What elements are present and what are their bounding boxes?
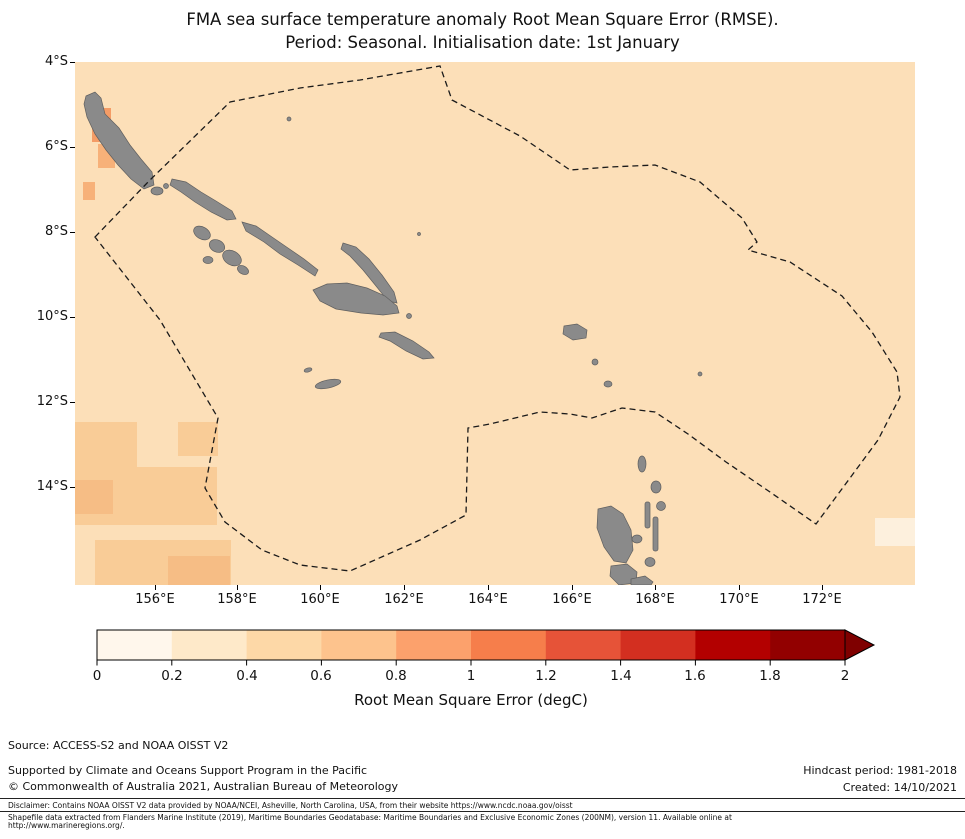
island-choiseul bbox=[169, 178, 237, 221]
divider-line bbox=[0, 811, 965, 812]
island-new-georgia bbox=[202, 256, 214, 264]
rmse-patch bbox=[83, 182, 95, 200]
island-utupua bbox=[591, 358, 599, 366]
island-torres bbox=[637, 455, 647, 473]
island-sikaiana bbox=[417, 232, 421, 236]
divider-line bbox=[0, 798, 965, 799]
axis-tick bbox=[655, 585, 656, 590]
map-panel bbox=[75, 62, 915, 586]
lon-tick-label: 160°E bbox=[300, 592, 340, 607]
colorbar-tick-label: 1 bbox=[466, 668, 476, 684]
lon-tick-label: 162°E bbox=[384, 592, 424, 607]
island-new-georgia bbox=[208, 239, 226, 253]
axis-tick bbox=[404, 585, 405, 590]
title-line-2: Period: Seasonal. Initialisation date: 1… bbox=[285, 33, 680, 52]
colorbar bbox=[96, 629, 876, 666]
source-text: Source: ACCESS-S2 and NOAA OISST V2 bbox=[8, 739, 229, 752]
colorbar-extend-arrow bbox=[844, 629, 876, 661]
colorbar-tick-label: 0.8 bbox=[385, 668, 407, 684]
island-pentecost bbox=[652, 516, 659, 552]
created-date-text: Created: 14/10/2021 bbox=[842, 781, 957, 794]
island-maewo bbox=[644, 501, 651, 529]
island-vanikoro bbox=[603, 380, 613, 388]
map-canvas bbox=[75, 62, 915, 586]
axis-tick bbox=[70, 487, 75, 488]
colorbar-tick-label: 1.2 bbox=[535, 668, 557, 684]
island-banks bbox=[656, 501, 666, 511]
axis-tick bbox=[155, 585, 156, 590]
island-ambrym bbox=[644, 557, 656, 567]
lon-tick-label: 164°E bbox=[468, 592, 508, 607]
lon-tick-label: 166°E bbox=[552, 592, 592, 607]
axis-tick bbox=[822, 585, 823, 590]
lat-tick-label: 14°S bbox=[36, 479, 68, 494]
colorbar-axis-label: Root Mean Square Error (degC) bbox=[354, 691, 588, 709]
colorbar-tick-label: 1.4 bbox=[610, 668, 632, 684]
colorbar-tick-label: 1.6 bbox=[684, 668, 706, 684]
rmse-patch bbox=[168, 556, 230, 585]
island-ulawa bbox=[406, 313, 412, 319]
island-ambae bbox=[631, 534, 643, 544]
supported-text: Supported by Climate and Oceans Support … bbox=[8, 764, 368, 777]
lon-tick-label: 158°E bbox=[217, 592, 257, 607]
colorbar-tick-label: 2 bbox=[840, 668, 850, 684]
island-new-georgia bbox=[193, 225, 211, 241]
colorbar-tick-label: 0 bbox=[92, 668, 102, 684]
island-tikopia bbox=[697, 371, 703, 377]
disclaimer-line-2: Shapefile data extracted from Flanders M… bbox=[8, 813, 732, 822]
island-guadalcanal bbox=[312, 282, 400, 316]
islands-layer bbox=[83, 91, 703, 586]
lon-tick-label: 168°E bbox=[635, 592, 675, 607]
island-new-georgia bbox=[222, 249, 242, 267]
rmse-patch bbox=[75, 422, 137, 472]
rmse-patch bbox=[178, 422, 218, 456]
axis-tick bbox=[70, 62, 75, 63]
colorbar-tick-label: 0.2 bbox=[161, 668, 183, 684]
colorbar-segments bbox=[97, 630, 846, 660]
lat-tick-label: 12°S bbox=[36, 394, 68, 409]
rmse-patch bbox=[75, 480, 113, 514]
axis-tick bbox=[70, 232, 75, 233]
copyright-text: © Commonwealth of Australia 2021, Austra… bbox=[8, 780, 398, 793]
lon-tick-label: 172°E bbox=[802, 592, 842, 607]
colorbar-tick-label: 1.8 bbox=[759, 668, 781, 684]
disclaimer-line-3: http://www.marineregions.org/. bbox=[8, 821, 125, 830]
island-small bbox=[163, 183, 169, 189]
lat-tick-label: 8°S bbox=[44, 224, 68, 239]
lat-tick-label: 6°S bbox=[44, 139, 68, 154]
lon-tick-label: 170°E bbox=[719, 592, 759, 607]
axis-tick bbox=[70, 317, 75, 318]
title-line-1: FMA sea surface temperature anomaly Root… bbox=[186, 10, 779, 29]
rmse-patch bbox=[875, 518, 915, 546]
island-ontong-java bbox=[286, 116, 292, 122]
island-new-georgia bbox=[237, 265, 249, 275]
island-small bbox=[630, 575, 654, 586]
hindcast-period-text: Hindcast period: 1981-2018 bbox=[803, 764, 957, 777]
axis-tick bbox=[739, 585, 740, 590]
figure-title: FMA sea surface temperature anomaly Root… bbox=[0, 8, 965, 54]
island-makira bbox=[378, 331, 435, 360]
axis-tick bbox=[70, 147, 75, 148]
island-shortland bbox=[150, 186, 164, 196]
lat-tick-label: 10°S bbox=[36, 309, 68, 324]
island-santa-isabel bbox=[241, 221, 319, 277]
axis-tick bbox=[70, 402, 75, 403]
axis-tick bbox=[237, 585, 238, 590]
island-rennell bbox=[314, 378, 342, 390]
lon-tick-label: 156°E bbox=[135, 592, 175, 607]
colorbar-tick-label: 0.4 bbox=[236, 668, 258, 684]
island-banks bbox=[650, 480, 662, 494]
island-bougainville bbox=[83, 91, 155, 190]
colorbar-ticks bbox=[96, 660, 846, 666]
island-bellona bbox=[303, 367, 313, 373]
lat-tick-label: 4°S bbox=[44, 54, 68, 69]
axis-tick bbox=[488, 585, 489, 590]
axis-tick bbox=[320, 585, 321, 590]
colorbar-tick-label: 0.6 bbox=[310, 668, 332, 684]
disclaimer-line-1: Disclaimer: Contains NOAA OISST V2 data … bbox=[8, 801, 573, 810]
island-espiritu-santo bbox=[596, 505, 634, 564]
axis-tick bbox=[572, 585, 573, 590]
island-santa-cruz bbox=[562, 323, 588, 341]
